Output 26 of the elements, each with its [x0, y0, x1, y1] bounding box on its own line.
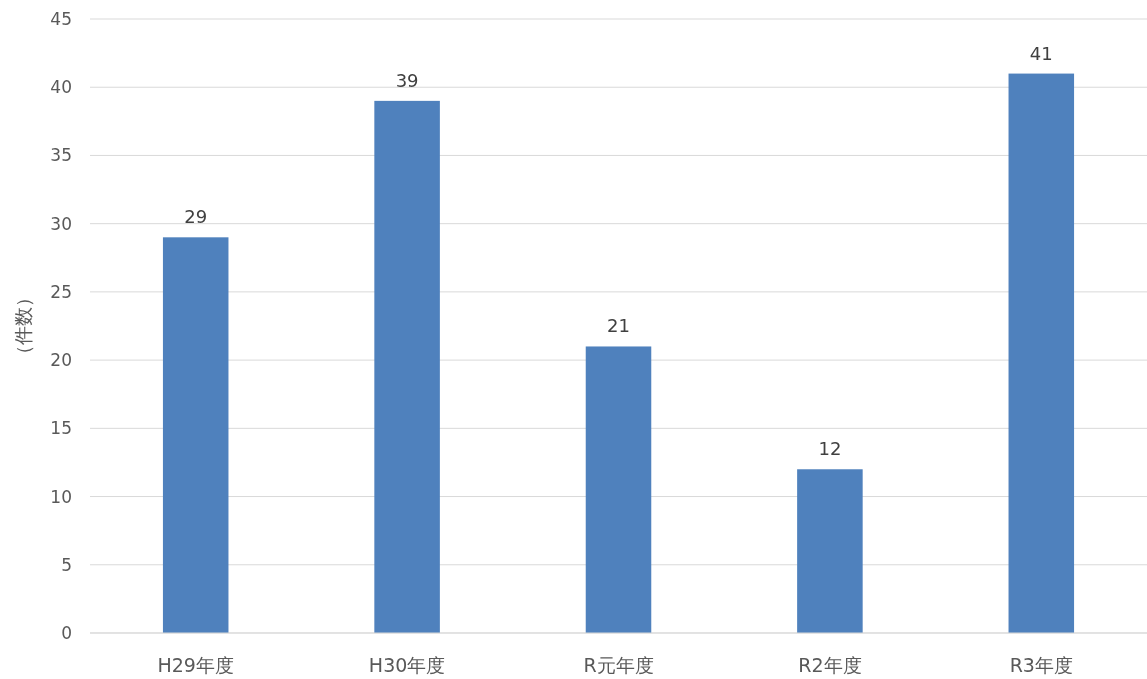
data-label: 21 [607, 315, 630, 337]
data-label: 41 [1029, 42, 1053, 64]
bar [585, 346, 652, 633]
y-tick-label: 5 [61, 554, 72, 575]
y-tick-label: 25 [50, 281, 72, 302]
x-tick-label: H29年度 [157, 654, 234, 676]
y-tick-label: 10 [50, 486, 72, 507]
y-tick-label: 35 [50, 145, 72, 166]
y-tick-label: 30 [50, 213, 72, 234]
x-tick-label: R元年度 [583, 654, 654, 676]
data-label: 39 [395, 69, 419, 91]
y-tick-label: 40 [50, 77, 72, 98]
data-label: 29 [184, 206, 208, 228]
x-tick-label: H30年度 [368, 654, 446, 676]
bar [797, 469, 863, 633]
bar [162, 237, 229, 633]
bar [374, 100, 440, 633]
bar [1008, 73, 1075, 633]
y-tick-label: 45 [50, 9, 72, 29]
y-tick-label: 0 [61, 623, 72, 643]
x-tick-label: R3年度 [1009, 654, 1073, 676]
y-axis-title: （件数） [12, 288, 34, 364]
x-tick-label: R2年度 [798, 654, 862, 676]
y-tick-label: 15 [50, 418, 72, 439]
data-label: 12 [818, 438, 842, 460]
y-tick-label: 20 [50, 350, 72, 371]
